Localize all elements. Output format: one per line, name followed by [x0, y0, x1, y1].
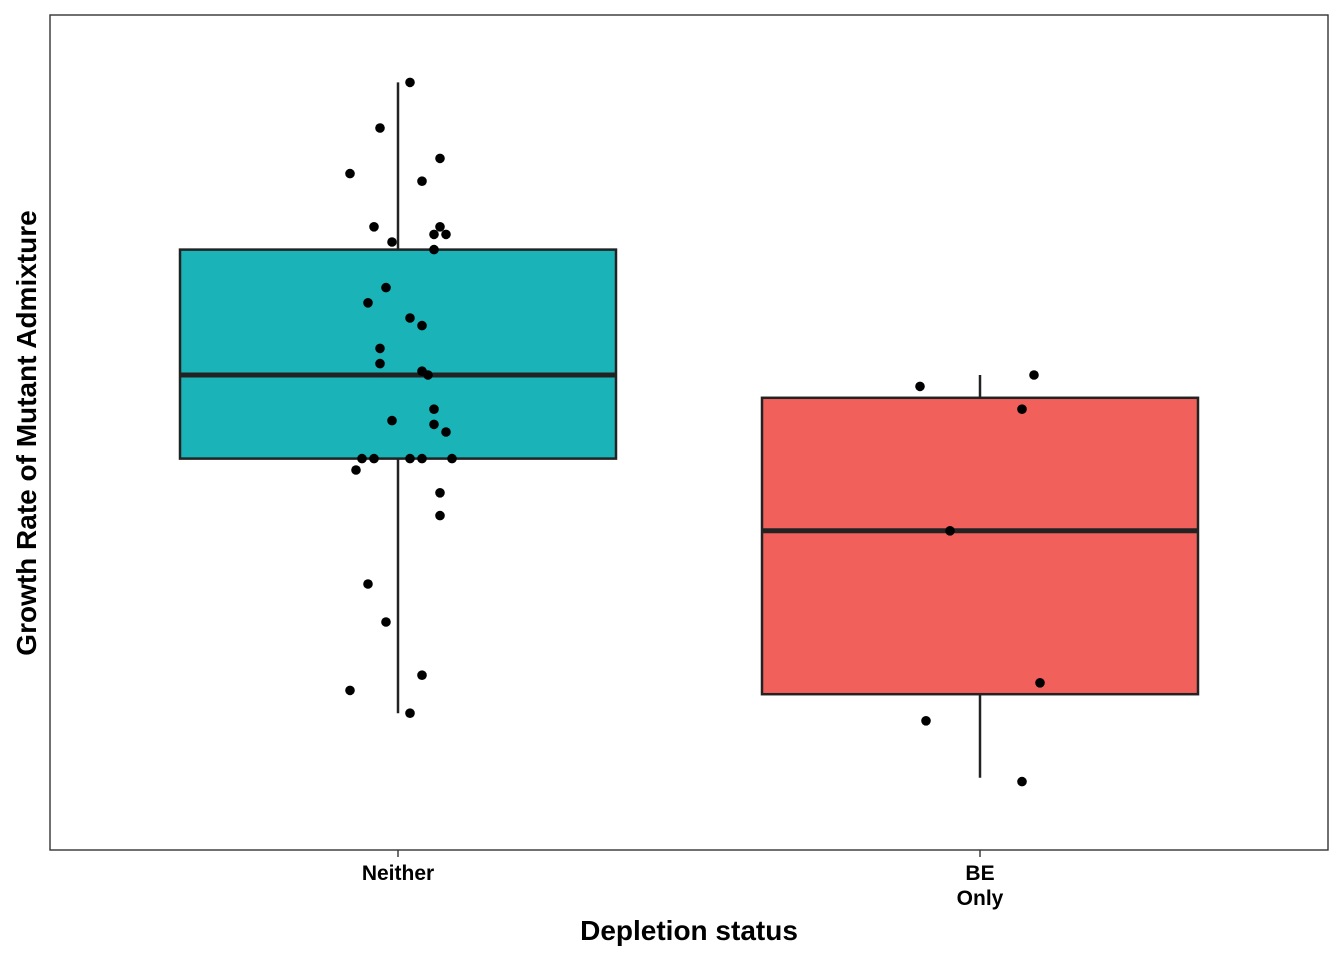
data-point [441, 427, 451, 437]
points-layer [345, 77, 1045, 787]
data-point [429, 404, 439, 415]
data-point [387, 237, 397, 247]
x-tick-label: Only [957, 887, 1004, 910]
boxes-layer [178, 82, 1200, 778]
data-point [417, 176, 427, 186]
data-point [345, 685, 355, 696]
box-iqr [178, 248, 618, 460]
data-point [423, 370, 433, 380]
data-point [429, 419, 439, 430]
data-point [435, 488, 445, 498]
data-point [945, 526, 955, 536]
data-point [363, 579, 373, 589]
data-point [1017, 404, 1027, 415]
data-point [381, 617, 391, 627]
data-point [417, 320, 427, 331]
data-point [375, 358, 385, 369]
data-point [417, 670, 427, 680]
box-iqr [760, 396, 1200, 696]
data-point [441, 229, 451, 240]
data-point [429, 229, 439, 240]
data-point [447, 453, 457, 464]
data-point [357, 453, 367, 464]
y-axis-title: Growth Rate of Mutant Admixture [11, 210, 42, 655]
x-axis-title: Depletion status [580, 915, 798, 946]
data-point [1035, 678, 1045, 688]
data-point [375, 123, 385, 133]
data-point [405, 77, 415, 88]
data-point [921, 716, 931, 726]
data-point [915, 381, 925, 392]
data-point [435, 222, 445, 232]
data-point [1017, 776, 1027, 787]
data-point [351, 465, 361, 475]
plot-panel-border [49, 14, 1329, 851]
data-point [369, 222, 379, 232]
data-point [417, 453, 427, 464]
data-point [435, 153, 445, 164]
data-point [375, 343, 385, 354]
data-point [405, 453, 415, 464]
data-point [429, 244, 439, 255]
x-tick-label: Neither [362, 862, 434, 885]
x-tick-label: BE [965, 862, 994, 885]
data-point [435, 510, 445, 521]
data-point [405, 708, 415, 718]
data-point [381, 282, 391, 293]
data-point [369, 453, 379, 464]
data-point [387, 415, 397, 426]
data-point [345, 168, 355, 179]
data-point [405, 313, 415, 323]
data-point [1029, 370, 1039, 380]
data-point [363, 298, 373, 308]
